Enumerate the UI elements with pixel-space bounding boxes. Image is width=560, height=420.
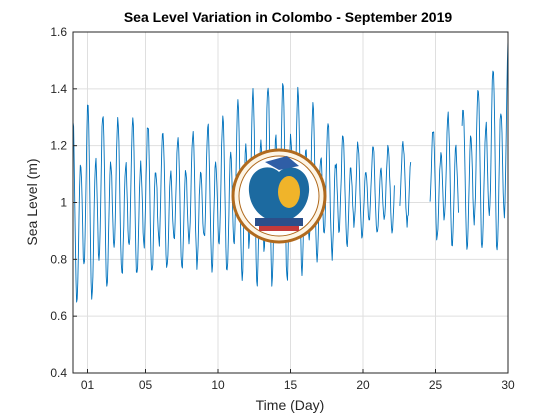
x-tick-label: 15 xyxy=(284,378,298,392)
y-tick-label: 0.4 xyxy=(50,366,67,380)
y-tick-label: 1 xyxy=(60,196,67,210)
chart-title: Sea Level Variation in Colombo - Septemb… xyxy=(124,9,453,25)
ticks-layer: 01 05 10 15 20 25 30 0.4 0.6 0.8 1 1.2 1.4 1.6 xyxy=(50,25,515,392)
x-tick-label: 30 xyxy=(501,378,515,392)
y-tick-label: 0.6 xyxy=(50,309,67,323)
x-tick-label: 05 xyxy=(139,378,153,392)
y-tick-label: 0.8 xyxy=(50,252,67,266)
sea-level-series-line xyxy=(72,40,509,303)
y-tick-label: 1.6 xyxy=(50,25,67,39)
x-tick-label: 10 xyxy=(211,378,225,392)
x-tick-label: 20 xyxy=(356,378,370,392)
y-axis-label: Sea Level (m) xyxy=(24,158,40,245)
x-axis-label: Time (Day) xyxy=(256,397,325,413)
department-seal-emblem xyxy=(231,148,327,244)
x-tick-label: 01 xyxy=(81,378,95,392)
y-tick-label: 1.2 xyxy=(50,139,67,153)
x-tick-label: 25 xyxy=(429,378,443,392)
y-tick-label: 1.4 xyxy=(50,82,67,96)
